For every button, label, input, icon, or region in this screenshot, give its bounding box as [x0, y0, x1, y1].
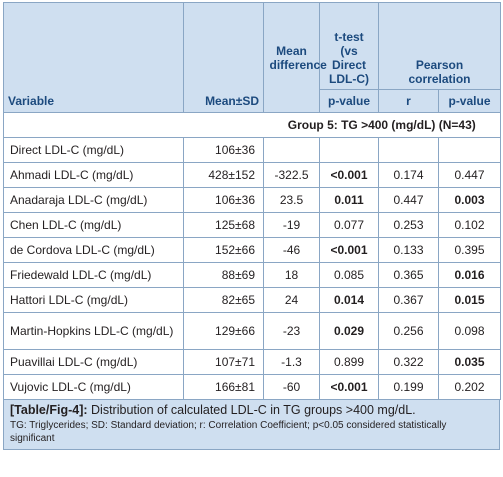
cell-ttest-pvalue: 0.899 [319, 349, 379, 375]
cell-variable: Martin-Hopkins LDL-C (mg/dL) [3, 312, 184, 350]
cell-pearson-pvalue: 0.098 [438, 312, 501, 350]
table-row: Anadaraja LDL-C (mg/dL) 106±36 23.5 0.011 0.… [3, 187, 501, 213]
table-row: Puavillai LDL-C (mg/dL) 107±71 -1.3 0.899 0.… [3, 349, 501, 375]
header-pearson: Pearson correlation [378, 2, 501, 90]
cell-mean-diff: -23 [263, 312, 320, 350]
cell-pearson-r: 0.199 [378, 374, 439, 400]
cell-mean-sd: 106±36 [183, 137, 264, 163]
cell-pearson-r: 0.174 [378, 162, 439, 188]
cell-pearson-r: 0.256 [378, 312, 439, 350]
cell-mean-sd: 107±71 [183, 349, 264, 375]
table-row: Martin-Hopkins LDL-C (mg/dL) 129±66 -23 0.0… [3, 312, 501, 350]
cell-variable: Friedewald LDL-C (mg/dL) [3, 262, 184, 288]
header-mean-sd: Mean±SD [183, 2, 264, 113]
cell-mean-diff: -60 [263, 374, 320, 400]
caption-note: TG: Triglycerides; SD: Standard deviatio… [10, 420, 447, 444]
table-row: Ahmadi LDL-C (mg/dL) 428±152 -322.5 <0.001 0… [3, 162, 501, 188]
cell-pearson-pvalue: 0.035 [438, 349, 501, 375]
cell-variable: Hattori LDL-C (mg/dL) [3, 287, 184, 313]
cell-mean-sd: 152±66 [183, 237, 264, 263]
table-row: Friedewald LDL-C (mg/dL) 88±69 18 0.085 0.36… [3, 262, 501, 288]
cell-variable: Chen LDL-C (mg/dL) [3, 212, 184, 238]
cell-mean-sd: 166±81 [183, 374, 264, 400]
group-spacer [3, 112, 264, 138]
cell-ttest-pvalue: 0.011 [319, 187, 379, 213]
header-ttest-pvalue: p-value [319, 89, 379, 113]
cell-ttest-pvalue: 0.085 [319, 262, 379, 288]
cell-pearson-pvalue: 0.102 [438, 212, 501, 238]
table-row: Hattori LDL-C (mg/dL) 82±65 24 0.014 0.367 0.… [3, 287, 501, 313]
cell-mean-diff: 24 [263, 287, 320, 313]
cell-mean-diff: -322.5 [263, 162, 320, 188]
cell-mean-sd: 82±65 [183, 287, 264, 313]
cell-pearson-r: 0.367 [378, 287, 439, 313]
table-row: Chen LDL-C (mg/dL) 125±68 -19 0.077 0.253 0.1… [3, 212, 501, 238]
cell-mean-diff: -46 [263, 237, 320, 263]
cell-mean-diff [263, 137, 320, 163]
cell-variable: Anadaraja LDL-C (mg/dL) [3, 187, 184, 213]
cell-variable: Vujovic LDL-C (mg/dL) [3, 374, 184, 400]
cell-pearson-pvalue: 0.016 [438, 262, 501, 288]
header-pearson-r: r [378, 89, 439, 113]
cell-pearson-pvalue [438, 137, 501, 163]
cell-variable: Direct LDL-C (mg/dL) [3, 137, 184, 163]
table-row: Vujovic LDL-C (mg/dL) 166±81 -60 <0.001 0.19… [3, 374, 501, 400]
table-row: Direct LDL-C (mg/dL) 106±36 [3, 137, 501, 163]
table-figure: Variable Mean±SD Mean difference t-test … [3, 2, 501, 450]
cell-mean-sd: 129±66 [183, 312, 264, 350]
ldl-table: Variable Mean±SD Mean difference t-test … [3, 2, 501, 400]
caption-title: [Table/Fig-4]: Distribution of calculate… [10, 403, 493, 418]
cell-variable: Ahmadi LDL-C (mg/dL) [3, 162, 184, 188]
cell-mean-diff: 18 [263, 262, 320, 288]
cell-ttest-pvalue: <0.001 [319, 374, 379, 400]
cell-variable: de Cordova LDL-C (mg/dL) [3, 237, 184, 263]
cell-pearson-r: 0.447 [378, 187, 439, 213]
caption-text: Distribution of calculated LDL-C in TG g… [91, 403, 416, 417]
table-caption: [Table/Fig-4]: Distribution of calculate… [3, 400, 500, 450]
cell-ttest-pvalue: 0.077 [319, 212, 379, 238]
cell-ttest-pvalue: 0.029 [319, 312, 379, 350]
cell-pearson-pvalue: 0.395 [438, 237, 501, 263]
cell-pearson-r: 0.133 [378, 237, 439, 263]
header-variable: Variable [3, 2, 184, 113]
group-label: Group 5: TG >400 (mg/dL) (N=43) [263, 112, 501, 138]
table-row: de Cordova LDL-C (mg/dL) 152±66 -46 <0.001 0… [3, 237, 501, 263]
header-ttest: t-test (vs Direct LDL-C) [319, 2, 379, 90]
cell-pearson-pvalue: 0.003 [438, 187, 501, 213]
cell-mean-sd: 88±69 [183, 262, 264, 288]
cell-ttest-pvalue: <0.001 [319, 162, 379, 188]
header-pearson-pvalue: p-value [438, 89, 501, 113]
cell-pearson-pvalue: 0.015 [438, 287, 501, 313]
cell-mean-sd: 428±152 [183, 162, 264, 188]
cell-mean-diff: 23.5 [263, 187, 320, 213]
cell-ttest-pvalue [319, 137, 379, 163]
cell-pearson-pvalue: 0.447 [438, 162, 501, 188]
cell-pearson-r: 0.253 [378, 212, 439, 238]
cell-pearson-r [378, 137, 439, 163]
header-mean-difference: Mean difference [263, 2, 327, 113]
cell-mean-sd: 125±68 [183, 212, 264, 238]
caption-label: [Table/Fig-4]: [10, 403, 88, 417]
cell-mean-diff: -19 [263, 212, 320, 238]
cell-mean-sd: 106±36 [183, 187, 264, 213]
cell-pearson-pvalue: 0.202 [438, 374, 501, 400]
cell-variable: Puavillai LDL-C (mg/dL) [3, 349, 184, 375]
cell-pearson-r: 0.322 [378, 349, 439, 375]
cell-ttest-pvalue: <0.001 [319, 237, 379, 263]
cell-mean-diff: -1.3 [263, 349, 320, 375]
cell-pearson-r: 0.365 [378, 262, 439, 288]
cell-ttest-pvalue: 0.014 [319, 287, 379, 313]
